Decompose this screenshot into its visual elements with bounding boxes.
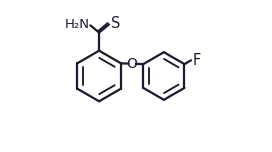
Text: F: F [192,53,200,67]
Text: H₂N: H₂N [65,18,90,31]
Text: S: S [111,16,120,31]
Text: O: O [127,57,138,71]
